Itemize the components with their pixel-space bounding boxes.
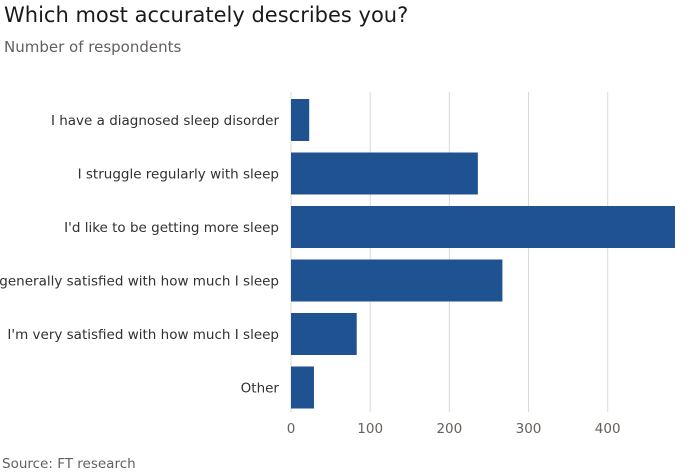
bar-5	[291, 366, 314, 409]
bar-4	[291, 313, 357, 355]
category-label-3: I'm generally satisfied with how much I …	[0, 274, 279, 290]
bars	[291, 99, 675, 409]
bar-2	[291, 206, 675, 248]
x-tick-label-0: 0	[287, 421, 296, 437]
category-label-2: I'd like to be getting more sleep	[64, 220, 279, 236]
x-axis-ticks: 0 100 200 300 400	[287, 421, 621, 437]
x-tick-label-300: 300	[516, 421, 542, 437]
category-label-1: I struggle regularly with sleep	[78, 167, 279, 183]
category-label-5: Other	[241, 381, 280, 397]
x-tick-label-100: 100	[357, 421, 383, 437]
bar-0	[291, 99, 310, 141]
chart-title: Which most accurately describes you?	[4, 3, 409, 27]
x-tick-label-400: 400	[595, 421, 621, 437]
category-label-4: I'm very satisfied with how much I sleep	[7, 327, 279, 343]
category-label-0: I have a diagnosed sleep disorder	[51, 113, 279, 129]
bar-3	[291, 259, 503, 302]
bar-1	[291, 152, 478, 195]
category-labels: I have a diagnosed sleep disorder I strug…	[0, 113, 279, 397]
x-tick-label-200: 200	[436, 421, 462, 437]
chart-subtitle: Number of respondents	[4, 38, 182, 56]
gridlines	[290, 92, 609, 412]
chart-source: Source: FT research	[2, 456, 136, 472]
